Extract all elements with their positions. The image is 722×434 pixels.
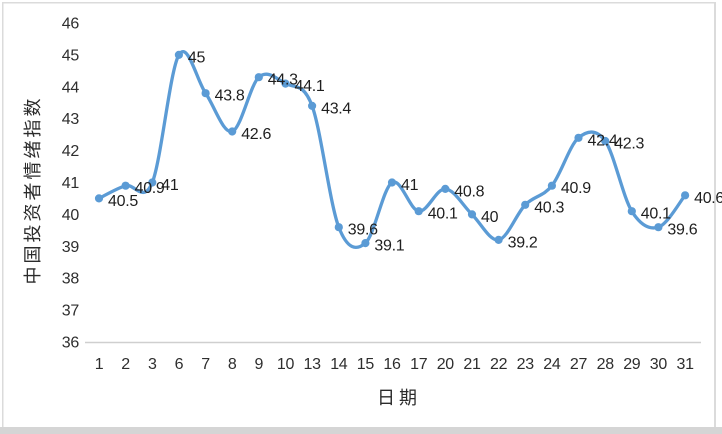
data-point-marker <box>201 89 210 98</box>
x-axis-title: 日期 <box>377 388 421 408</box>
data-point-label: 42.6 <box>241 126 271 143</box>
data-point-label: 40.3 <box>534 199 564 216</box>
data-point-marker <box>94 194 104 203</box>
y-axis-tick-labels: 46 45 44 43 42 41 40 39 38 37 36 <box>62 16 80 352</box>
series-group <box>94 50 690 250</box>
x-axis-tick-label: 8 <box>228 356 237 373</box>
x-axis-tick-labels: 1 2 3 6 7 8 9 10 13 14 15 16 17 20 21 22 23 24 27 28 29 30 31 <box>95 356 695 373</box>
data-point-label: 43.8 <box>215 88 245 105</box>
data-point-label: 44.1 <box>295 78 325 95</box>
x-axis-tick-label: 7 <box>201 356 210 373</box>
data-point-marker <box>361 239 370 248</box>
x-axis-tick-label: 20 <box>437 356 455 373</box>
data-point-marker <box>228 127 237 136</box>
data-point-marker <box>627 207 636 216</box>
data-point-marker <box>387 178 397 187</box>
y-axis-tick-label: 45 <box>62 47 80 64</box>
x-axis-tick-label: 10 <box>277 356 295 373</box>
data-point-marker <box>654 223 663 232</box>
data-point-marker <box>414 207 423 216</box>
data-label-group: 40.540.9414543.842.644.344.143.439.639.1… <box>108 49 722 254</box>
y-axis-tick-label: 36 <box>62 335 80 352</box>
x-axis-tick-label: 28 <box>597 356 615 373</box>
data-point-label: 40 <box>481 209 499 226</box>
y-axis-tick-label: 39 <box>62 239 80 256</box>
x-axis-tick-label: 15 <box>357 356 375 373</box>
data-point-label: 41 <box>161 177 179 194</box>
x-axis-tick-label: 9 <box>254 356 263 373</box>
data-point-marker <box>467 210 477 219</box>
x-axis-tick-label: 16 <box>383 356 401 373</box>
data-point-marker <box>681 191 690 200</box>
x-axis-tick-label: 21 <box>463 356 481 373</box>
x-axis-tick-label: 24 <box>543 356 561 373</box>
data-point-label: 42.4 <box>588 132 618 149</box>
x-axis-tick-label: 3 <box>148 356 157 373</box>
data-point-marker <box>494 235 503 244</box>
y-axis-title: 中国投资者情绪指数 <box>23 96 43 285</box>
x-axis-tick-label: 2 <box>121 356 130 373</box>
x-axis-tick-label: 30 <box>650 356 668 373</box>
data-point-marker <box>521 200 530 209</box>
data-point-label: 39.6 <box>348 222 378 239</box>
data-point-marker <box>334 223 343 232</box>
data-point-marker <box>121 181 130 190</box>
x-axis-tick-label: 6 <box>175 356 184 373</box>
data-point-label: 40.9 <box>561 180 591 197</box>
data-point-label: 40.6 <box>694 190 722 207</box>
y-axis-tick-label: 44 <box>62 79 80 96</box>
y-axis-tick-label: 42 <box>62 143 80 160</box>
data-point-marker <box>601 136 610 146</box>
frame-border-bottom-bar <box>0 427 722 434</box>
data-point-label: 41 <box>401 177 419 194</box>
data-point-marker <box>281 79 290 88</box>
data-point-label: 40.5 <box>108 193 138 210</box>
data-point-label: 45 <box>188 49 206 66</box>
x-axis-tick-label: 14 <box>330 356 348 373</box>
data-point-marker <box>574 133 583 142</box>
data-point-label: 43.4 <box>321 100 351 117</box>
data-point-marker <box>308 101 317 110</box>
x-axis-tick-label: 1 <box>95 356 104 373</box>
data-point-label: 40.9 <box>135 180 165 197</box>
data-point-label: 40.8 <box>454 183 484 200</box>
data-point-label: 39.2 <box>508 234 538 251</box>
y-axis-tick-label: 43 <box>62 111 80 128</box>
x-axis-tick-label: 22 <box>490 356 508 373</box>
data-point-marker <box>441 184 450 193</box>
data-point-marker <box>547 181 557 190</box>
frame-border-top <box>2 2 716 4</box>
data-point-marker <box>254 73 263 82</box>
x-axis-tick-label: 29 <box>623 356 641 373</box>
frame-border-right <box>714 2 716 427</box>
data-point-marker <box>174 50 183 60</box>
y-axis-tick-label: 38 <box>62 271 80 288</box>
y-axis-tick-label: 40 <box>62 207 80 224</box>
frame-border-left <box>2 2 4 427</box>
y-axis-tick-label: 46 <box>62 16 80 33</box>
data-point-label: 40.1 <box>641 206 671 223</box>
data-point-label: 42.3 <box>614 136 644 153</box>
x-axis-tick-label: 27 <box>570 356 588 373</box>
x-axis-tick-label: 23 <box>517 356 535 373</box>
x-axis-tick-label: 13 <box>303 356 321 373</box>
data-point-label: 40.1 <box>428 206 458 223</box>
data-point-label: 39.1 <box>374 238 404 255</box>
series-line <box>97 50 687 250</box>
data-point-label: 44.3 <box>268 72 298 89</box>
x-axis-tick-label: 17 <box>410 356 428 373</box>
y-axis-tick-label: 41 <box>62 175 80 192</box>
x-axis-tick-label: 31 <box>676 356 694 373</box>
data-point-label: 39.6 <box>667 222 697 239</box>
data-point-marker <box>148 178 157 187</box>
y-axis-tick-label: 37 <box>62 303 80 320</box>
